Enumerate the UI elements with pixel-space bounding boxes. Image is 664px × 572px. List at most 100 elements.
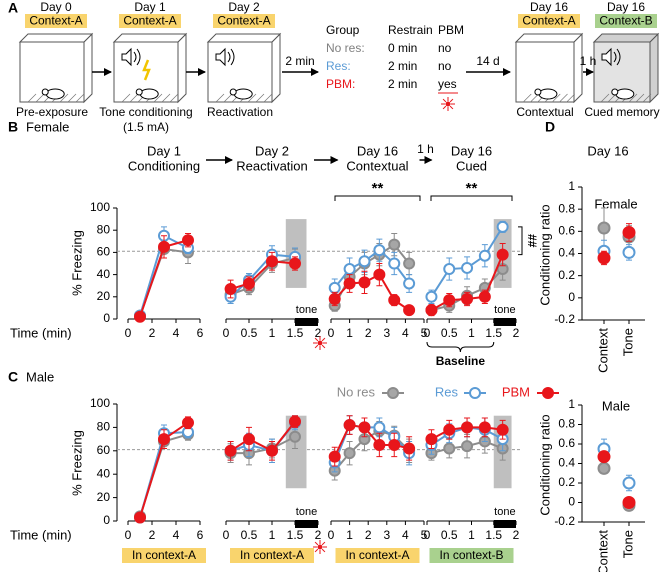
context-box xyxy=(119,14,181,28)
x-tick-label: 0 xyxy=(223,528,230,542)
x-tick-label: 2 xyxy=(315,528,322,542)
x-axis-label: Time (min) xyxy=(10,325,72,340)
tone-label: tone xyxy=(296,506,317,518)
context-box xyxy=(518,14,580,28)
y-tick-label: 40 xyxy=(97,267,111,281)
panel-title: Male xyxy=(26,369,54,384)
speaker-icon xyxy=(215,47,226,67)
panel-title: Male xyxy=(602,398,630,413)
x-tick-label: 1.5 xyxy=(485,528,502,542)
y-tick-label: 0.6 xyxy=(558,436,575,450)
x-tick-label: 2 xyxy=(513,326,520,340)
group-cell: no xyxy=(438,41,452,55)
y-tick-label: -0.2 xyxy=(554,514,575,528)
chamber-top xyxy=(112,33,188,43)
panel-label: D xyxy=(545,119,555,135)
stage-context: Context-A xyxy=(522,14,575,28)
x-tick-label: 0 xyxy=(424,326,431,340)
data-point xyxy=(425,304,438,317)
light-ray xyxy=(449,98,454,103)
chamber-grid xyxy=(27,93,37,103)
data-point xyxy=(443,263,456,276)
chamber-side xyxy=(649,32,659,104)
chamber-grid xyxy=(75,93,85,103)
chamber-grid xyxy=(263,93,273,103)
data-point xyxy=(496,220,509,233)
x-tick-label: 0.5 xyxy=(241,326,258,340)
group-cell: Res: xyxy=(326,59,351,73)
x-tick-label: 4 xyxy=(173,528,180,542)
data-point xyxy=(343,419,356,432)
data-point xyxy=(243,433,255,446)
data-point xyxy=(461,421,474,434)
data-point xyxy=(443,294,456,307)
chamber-grid xyxy=(153,93,163,103)
x-tick-label: 0 xyxy=(424,528,431,542)
stage-caption: Tone conditioning xyxy=(99,105,192,119)
tone-label: tone xyxy=(296,304,317,316)
x-tick-label: 5 xyxy=(421,528,428,542)
subplot-title: Conditioning xyxy=(128,158,200,173)
data-point xyxy=(403,304,416,317)
y-tick-label: 0.4 xyxy=(558,456,575,470)
y-tick-label: 0.4 xyxy=(558,246,575,260)
group-cell: No res: xyxy=(326,41,365,55)
data-point xyxy=(388,294,401,307)
subplot-title: Cued xyxy=(456,158,487,173)
significance-bracket xyxy=(518,226,523,256)
data-point xyxy=(478,249,491,262)
y-tick-label: 1 xyxy=(568,397,575,411)
chamber-grid xyxy=(59,93,69,103)
stage-day: Day 1 xyxy=(134,0,166,14)
mouse-icon xyxy=(615,88,635,100)
data-point xyxy=(289,415,301,428)
y-tick-label: 100 xyxy=(90,396,110,410)
mouse-head xyxy=(135,88,143,96)
legend-label: Res xyxy=(435,384,459,399)
x-tick-label: 1.5 xyxy=(287,326,304,340)
y-tick-label: 80 xyxy=(97,222,111,236)
panel-title: Female xyxy=(594,196,637,211)
speaker-icon xyxy=(121,47,132,67)
mouse-head xyxy=(611,88,619,96)
y-tick-label: 0 xyxy=(568,495,575,509)
interval-label: 2 min xyxy=(285,54,314,68)
group-cell: 0 min xyxy=(388,41,417,55)
data-point xyxy=(224,444,237,457)
light-ray xyxy=(314,548,319,553)
context-box xyxy=(122,548,206,563)
chamber-top xyxy=(514,33,584,43)
mouse-icon xyxy=(233,88,253,100)
data-point xyxy=(289,430,301,443)
x-tick-label: 2 xyxy=(365,528,372,542)
data-point xyxy=(443,442,456,455)
mouse-icon xyxy=(538,88,558,100)
context-box xyxy=(429,548,514,563)
chamber-grid xyxy=(35,93,45,103)
chamber-side xyxy=(177,32,187,104)
baseline-brace xyxy=(426,341,495,353)
stage-day: Day 0 xyxy=(40,0,72,14)
data-point xyxy=(328,450,341,463)
x-tick-label: 0 xyxy=(328,528,335,542)
data-point xyxy=(622,245,636,259)
mouse-head xyxy=(41,88,49,96)
subplot-title: Day 2 xyxy=(255,143,289,158)
chamber-grid xyxy=(169,93,179,103)
group-header: Restrain xyxy=(388,23,433,37)
group-cell: 2 min xyxy=(388,77,417,91)
y-tick-label: 80 xyxy=(97,420,111,434)
x-tick-label: 4 xyxy=(173,326,180,340)
x-tick-label: 0 xyxy=(223,326,230,340)
x-tick-label: 2 xyxy=(149,528,156,542)
stage-context: Context-A xyxy=(29,14,82,28)
chamber-side xyxy=(271,32,281,104)
series-line xyxy=(230,420,296,453)
y-tick-label: 0.2 xyxy=(558,475,575,489)
mouse-icon xyxy=(45,88,65,100)
light-ray xyxy=(449,105,454,110)
x-tick-label: 3 xyxy=(383,326,390,340)
x-tick-label: 1.5 xyxy=(485,326,502,340)
sound-waves xyxy=(613,48,621,66)
x-tick-label: 6 xyxy=(197,326,204,340)
